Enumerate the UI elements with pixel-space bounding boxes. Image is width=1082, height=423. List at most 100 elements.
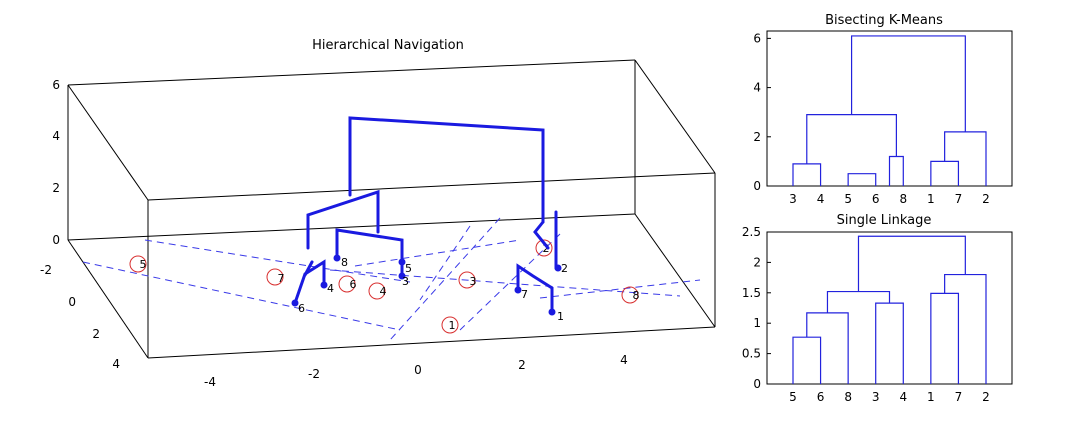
- y-tick-2: 2: [92, 327, 100, 341]
- tree-leaf-4: 4: [320, 281, 334, 295]
- tree-leaf-dot: [554, 264, 562, 272]
- data-point-2: 2: [535, 239, 553, 257]
- tree-branch: [293, 259, 326, 305]
- x-tick-label: 7: [955, 390, 963, 404]
- data-point-marker: [129, 255, 147, 273]
- y-tick-label: 2.5: [742, 225, 761, 239]
- tree-branch: [306, 189, 380, 250]
- y-tick-label: 0: [753, 179, 761, 193]
- dendrogram-link: [826, 290, 891, 313]
- dendrogram-link: [944, 131, 987, 186]
- bisecting-kmeans-chart: Bisecting K-Means 0 2 4 6 3 4 5 6 8 1 7 2: [753, 13, 1013, 206]
- dendrogram: [792, 235, 987, 384]
- data-point-7: 7: [266, 268, 285, 286]
- tree-leaf-dot: [398, 258, 406, 266]
- box-edge-bottom-left: [67, 239, 149, 359]
- box-edge-bottom-right: [634, 213, 716, 328]
- z-tick-4: 4: [52, 129, 60, 143]
- chart-title-single-linkage: Single Linkage: [837, 213, 932, 228]
- tree-leaf-6: 6: [291, 299, 305, 315]
- tree-leaf-label: 3: [402, 275, 409, 288]
- data-point-marker: [368, 282, 386, 300]
- x-axis-ticks: -4 -2 0 2 4: [204, 353, 628, 389]
- tree-leaf-label: 5: [405, 262, 412, 275]
- x-tick-m4: -4: [204, 375, 216, 389]
- x-tick-label: 5: [844, 192, 852, 206]
- tree-branch: [533, 220, 550, 250]
- dendrogram-link: [888, 155, 904, 186]
- x-tick-label: 1: [927, 390, 935, 404]
- data-point-4: 4: [368, 282, 387, 300]
- tree-leaf-label: 6: [298, 302, 305, 315]
- y-tick-label: 0.5: [742, 347, 761, 361]
- dendrogram-link: [806, 312, 849, 384]
- tree-leaf-dot: [514, 286, 522, 294]
- y-axis-ticks: 0 2 4 6: [753, 31, 771, 193]
- tree-branch: [303, 260, 314, 277]
- z-axis-ticks: 0 2 4 6: [52, 78, 60, 247]
- tree-leaf-label: 8: [341, 256, 348, 269]
- partition-line: [82, 261, 401, 331]
- x-tick-label: 7: [955, 192, 963, 206]
- y-tick-label: 2: [753, 130, 761, 144]
- dendrogram-link: [806, 114, 897, 164]
- tree-leaf-2: 2: [554, 262, 568, 275]
- partition-line: [329, 269, 681, 297]
- box-edge-left-top: [67, 84, 149, 201]
- y-tick-label: 1: [753, 316, 761, 330]
- partition-line: [144, 239, 411, 283]
- x-tick-label: 6: [817, 390, 825, 404]
- box-edge-right-top: [634, 59, 716, 174]
- partition-line: [539, 279, 701, 299]
- tree-leaf-dot: [398, 272, 406, 280]
- plot-area: [766, 231, 1013, 385]
- tree-branch: [335, 228, 404, 264]
- x-tick-label: 2: [982, 390, 990, 404]
- partition-line: [354, 239, 521, 267]
- chart-title-bisecting-kmeans: Bisecting K-Means: [825, 13, 943, 28]
- box-edge-back-top: [67, 59, 636, 86]
- x-tick-label: 2: [982, 192, 990, 206]
- tree-leaf-7: 7: [514, 286, 528, 301]
- tree-leaf-dot: [320, 281, 328, 289]
- y-tick-m2: -2: [40, 263, 52, 277]
- x-tick-label: 3: [789, 192, 797, 206]
- y-tick-4: 4: [112, 357, 120, 371]
- data-point-marker: [441, 316, 459, 334]
- tree-leaf-label: 7: [521, 288, 528, 301]
- x-tick-label: 4: [817, 192, 825, 206]
- partition-line: [419, 225, 471, 301]
- data-point-label: 3: [470, 275, 477, 288]
- hierarchical-navigation-chart: Hierarchical Navigation 0 2 4 6 -2 0: [40, 38, 716, 389]
- partition-lines: [82, 217, 701, 341]
- dendrogram-link: [930, 292, 960, 384]
- x-tick-2: 2: [518, 358, 526, 372]
- data-point-1: 1: [441, 316, 459, 334]
- data-point-5: 5: [129, 255, 147, 273]
- chart-title-hierarchical-navigation: Hierarchical Navigation: [312, 38, 464, 53]
- data-point-label: 4: [380, 285, 387, 298]
- x-tick-label: 5: [789, 390, 797, 404]
- dendrogram-link: [850, 35, 966, 132]
- data-point-marker: [621, 286, 639, 304]
- x-axis-ticks: 5 6 8 3 4 1 7 2: [789, 390, 990, 404]
- x-tick-label: 3: [872, 390, 880, 404]
- y-tick-0: 0: [68, 295, 76, 309]
- dendrogram-link: [847, 173, 877, 186]
- dendrogram-link: [930, 160, 960, 186]
- tree-leaf-dot: [291, 299, 299, 307]
- data-point-marker: [458, 271, 476, 289]
- tree-leaf-label: 1: [557, 310, 564, 323]
- partition-line: [389, 217, 501, 341]
- data-point-marker: [266, 268, 284, 286]
- y-tick-label: 6: [753, 31, 761, 45]
- z-tick-2: 2: [52, 181, 60, 195]
- data-point-label: 7: [278, 272, 285, 285]
- tree-3d: [293, 116, 558, 314]
- tree-leaf-label: 4: [327, 282, 334, 295]
- z-tick-6: 6: [52, 78, 60, 92]
- dendrogram-link: [875, 302, 904, 384]
- data-points: 1 2 3 4 5 6 7: [129, 239, 640, 334]
- tree-leaf-3: 3: [398, 272, 409, 288]
